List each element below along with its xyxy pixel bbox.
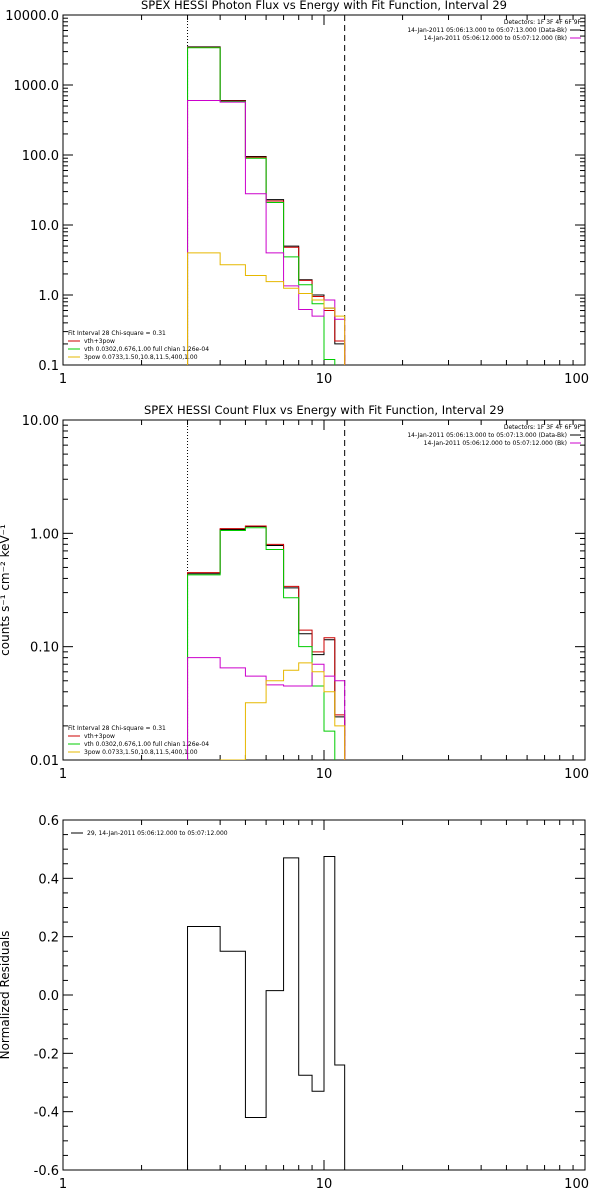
y-tick-label: 1.0 xyxy=(38,289,59,304)
legend-text: vth+3pow xyxy=(84,733,115,740)
series-powerlaw-step-line xyxy=(187,252,346,365)
legend-text: 14-Jan-2011 05:06:12.000 to 05:07:12.000… xyxy=(424,440,567,447)
y-tick-label: 0.4 xyxy=(38,872,59,887)
x-tick-label: 1 xyxy=(59,1177,67,1192)
plot-area xyxy=(187,46,346,365)
y-tick-label: 1.00 xyxy=(30,527,59,542)
x-tick-label: 100 xyxy=(564,372,589,387)
y-tick-label: 0.1 xyxy=(38,359,59,374)
x-axis-ticks: 1 10 100 xyxy=(59,15,589,387)
chart-title: SPEX HESSI Photon Flux vs Energy with Fi… xyxy=(141,0,507,12)
photon-flux-panel: SPEX HESSI Photon Flux vs Energy with Fi… xyxy=(5,0,589,387)
series-residual-step-line xyxy=(187,855,346,1170)
x-tick-label: 10 xyxy=(316,1177,333,1192)
legend-bottom-left: Fit Interval 28 Chi-square = 0.31vth+3po… xyxy=(68,330,209,361)
y-tick-label: 1000.0 xyxy=(14,79,60,94)
y-tick-label: 10.0 xyxy=(30,219,59,234)
series-powerlaw-step-line xyxy=(219,662,346,760)
legend: 29, 14-Jan-2011 05:06:12.000 to 05:07:12… xyxy=(71,830,228,837)
legend-bottom-left: Fit Interval 28 Chi-square = 0.31vth+3po… xyxy=(68,725,209,756)
series-background-step-line xyxy=(187,657,346,760)
legend-text: vth 0.0302,0.676,1.00 full chian 1.26e-0… xyxy=(84,346,209,353)
y-axis-label: Normalized Residuals xyxy=(0,931,12,1060)
legend-text: 3pow 0.0733,1.50,10.8,11.5,400,1.00 xyxy=(84,749,198,756)
legend-text: 29, 14-Jan-2011 05:06:12.000 to 05:07:12… xyxy=(87,830,228,837)
legend-text: 14-Jan-2011 05:06:13.000 to 05:07:13.000… xyxy=(407,27,567,34)
plot-area xyxy=(187,525,346,760)
legend-text: Detectors: 1F 3F 4F 6F 9F xyxy=(504,19,582,26)
count-flux-panel: SPEX HESSI Count Flux vs Energy with Fit… xyxy=(0,403,589,782)
series-thermal-step-line xyxy=(187,527,336,760)
plot-area xyxy=(187,855,346,1170)
y-tick-label: -0.2 xyxy=(34,1047,59,1062)
y-tick-label: 0.2 xyxy=(38,931,59,946)
y-tick-label: 0.10 xyxy=(30,641,59,656)
legend-header: Fit Interval 28 Chi-square = 0.31 xyxy=(68,725,166,732)
y-tick-label: -0.6 xyxy=(34,1164,59,1179)
x-tick-label: 1 xyxy=(59,372,67,387)
series-thermal-step-line xyxy=(187,47,336,365)
legend-text: vth+3pow xyxy=(84,338,115,345)
legend-text: Detectors: 1F 3F 4F 6F 9F xyxy=(504,424,582,431)
series-background-step-line xyxy=(187,100,346,365)
series-data-step-line xyxy=(187,525,346,760)
x-tick-label: 100 xyxy=(564,767,589,782)
x-tick-label: 1 xyxy=(59,767,67,782)
legend-text: 3pow 0.0733,1.50,10.8,11.5,400,1.00 xyxy=(84,354,198,361)
y-tick-label: 0.01 xyxy=(30,754,59,769)
y-tick-label: 10.00 xyxy=(22,414,59,429)
y-axis-label: counts s⁻¹ cm⁻² keV⁻¹ xyxy=(0,524,12,656)
y-axis-ticks: 0.1 1.0 10.0 100.0 1000.0 10000.0 xyxy=(5,9,585,374)
x-tick-label: 10 xyxy=(316,767,333,782)
legend-header: Fit Interval 28 Chi-square = 0.31 xyxy=(68,330,166,337)
y-tick-label: 10000.0 xyxy=(5,9,59,24)
series-total-step-line xyxy=(187,46,346,365)
y-axis-ticks: 0.01 0.10 1.00 10.00 xyxy=(22,414,585,769)
x-tick-label: 100 xyxy=(564,1177,589,1192)
y-axis-ticks: -0.6 -0.4 -0.2 0.0 0.2 0.4 0.6 xyxy=(34,814,585,1179)
residuals-panel: Normalized Residuals 1 10 100 -0.6 -0.4 -0.2 0.… xyxy=(0,814,589,1192)
chart-title: SPEX HESSI Count Flux vs Energy with Fit… xyxy=(144,403,504,417)
y-tick-label: 100.0 xyxy=(22,149,59,164)
legend-text: 14-Jan-2011 05:06:12.000 to 05:07:12.000… xyxy=(424,35,567,42)
y-tick-label: 0.0 xyxy=(38,989,59,1004)
legend-text: vth 0.0302,0.676,1.00 full chian 1.26e-0… xyxy=(84,741,209,748)
x-tick-label: 10 xyxy=(316,372,333,387)
series-total-step-line xyxy=(187,525,346,760)
x-axis-ticks: 1 10 100 xyxy=(59,420,589,782)
y-tick-label: -0.4 xyxy=(34,1106,59,1121)
y-tick-label: 0.6 xyxy=(38,814,59,829)
legend-text: 14-Jan-2011 05:06:13.000 to 05:07:13.000… xyxy=(407,432,567,439)
